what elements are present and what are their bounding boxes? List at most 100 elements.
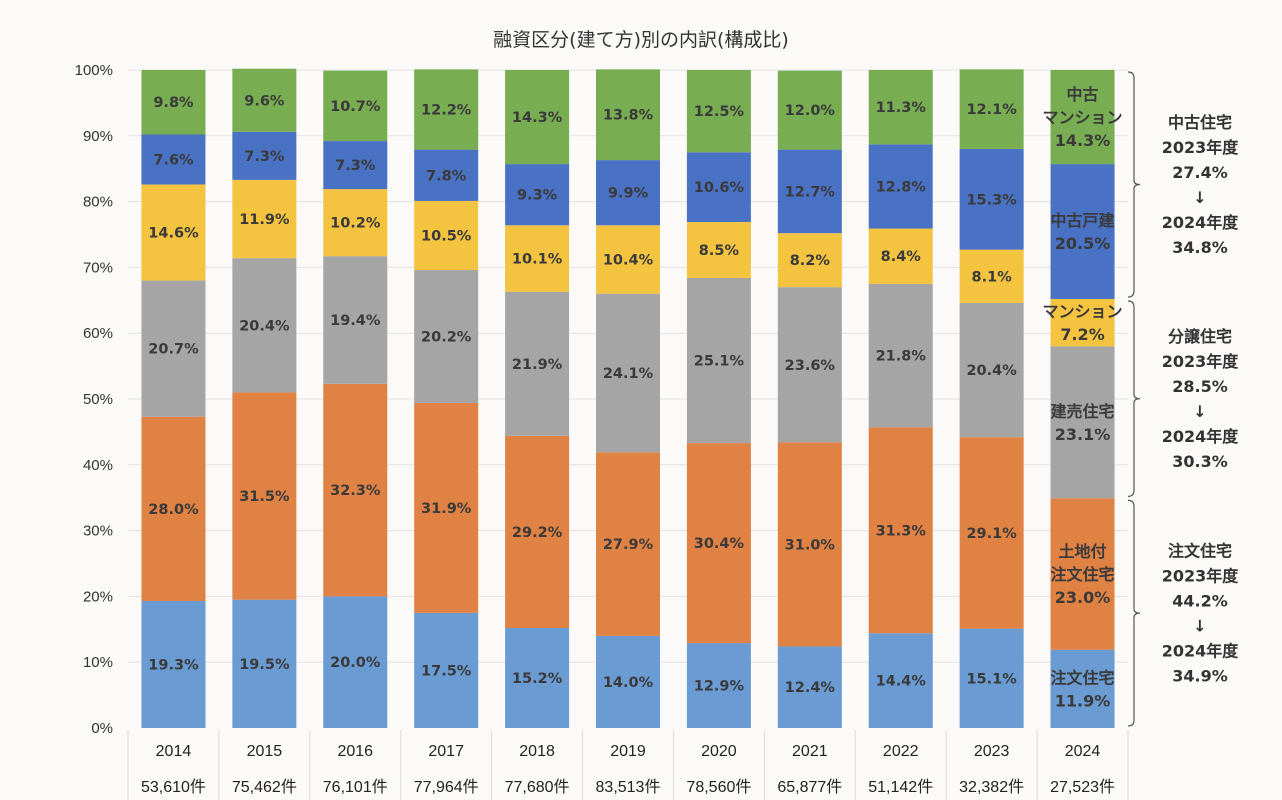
data-label: 17.5% (421, 663, 472, 679)
data-label: 11.9% (239, 212, 290, 228)
bar-segment (323, 596, 388, 728)
y-tick-label: 90% (83, 128, 113, 145)
group-annotation-text: 34.9% (1172, 667, 1228, 686)
data-label: 7.2% (1060, 325, 1104, 344)
data-label: 15.1% (966, 671, 1017, 687)
bar-segment (1050, 164, 1115, 299)
bar-segment (505, 435, 570, 628)
data-label: 14.6% (148, 226, 199, 242)
data-labels: 19.3% 28.0% 20.7% 14.6% 7.6% 9.8% 19.5% 31.5% 20… (148, 85, 1122, 710)
x-tick-label: 2019 (610, 743, 646, 760)
x-tick-label: 2017 (428, 743, 464, 760)
bar-segment (868, 633, 933, 728)
x-tick-label: 2023 (974, 743, 1010, 760)
bar-segment (232, 131, 297, 180)
bar-segment (1050, 298, 1115, 347)
data-label: 23.6% (785, 358, 836, 374)
bar-segment (959, 437, 1024, 629)
data-label: 9.9% (608, 186, 649, 202)
data-label: 12.0% (785, 103, 836, 119)
data-label: 13.8% (603, 108, 654, 124)
data-label: 31.0% (785, 537, 836, 553)
data-label: 14.4% (876, 674, 927, 690)
data-label: 10.6% (694, 180, 745, 196)
data-label: 20.5% (1055, 234, 1111, 253)
group-annotation-text: ↓ (1193, 188, 1206, 207)
bar-segment (323, 70, 388, 142)
bar-segment (323, 189, 388, 257)
data-label: 12.7% (785, 184, 836, 200)
data-label: 10.5% (421, 228, 472, 244)
group-annotation-text: 分譲住宅 (1168, 327, 1232, 346)
bar-segment (141, 134, 206, 185)
data-label: 21.9% (512, 357, 563, 373)
data-label: 10.1% (512, 252, 563, 268)
data-label: 19.4% (330, 313, 381, 329)
data-label: 20.0% (330, 655, 381, 671)
group-annotation-text: ↓ (1193, 617, 1206, 636)
x-tick-label: 2014 (156, 743, 192, 760)
chart-title: 融資区分(建て方)別の内訳(構成比) (493, 29, 789, 51)
bar-segment (323, 256, 388, 384)
group-annotation-text: 28.5% (1172, 377, 1228, 396)
data-label: 20.7% (148, 342, 199, 358)
group-annotation-text: 中古住宅 (1168, 113, 1232, 132)
x-count-label: 77,964件 (414, 778, 479, 796)
data-label: 中古 (1067, 85, 1099, 104)
bar-segment (959, 69, 1024, 149)
data-label: 14.3% (512, 110, 563, 126)
data-label: 19.3% (148, 658, 199, 674)
bar-segment (959, 628, 1024, 728)
bar-segment (686, 221, 751, 278)
group-brace (1127, 71, 1141, 298)
bar-segment (596, 452, 660, 636)
bar-segment (596, 293, 660, 453)
x-count-label: 83,513件 (596, 778, 661, 796)
bar-segment (414, 200, 479, 271)
x-count-label: 75,462件 (232, 778, 297, 796)
data-label: 19.5% (239, 657, 290, 673)
group-annotation-text: 44.2% (1172, 592, 1228, 611)
bar-segment (505, 291, 570, 436)
y-tick-label: 0% (91, 720, 113, 737)
x-tick-label: 2022 (883, 743, 919, 760)
bar-segment (868, 228, 933, 284)
data-label: 注文住宅 (1051, 565, 1115, 584)
data-label: 注文住宅 (1051, 668, 1115, 687)
data-label: 28.0% (148, 502, 199, 518)
data-label: 14.3% (1055, 131, 1111, 150)
data-label: 土地付 (1059, 542, 1107, 561)
group-annotation-text: 2024年度 (1162, 213, 1240, 232)
data-label: 7.3% (244, 149, 285, 165)
x-tick-label: 2021 (792, 743, 828, 760)
x-tick-label: 2016 (337, 743, 373, 760)
bar-segment (232, 68, 297, 132)
bar-segment (414, 612, 479, 728)
data-label: 8.2% (790, 253, 831, 269)
bar-segment (777, 646, 842, 728)
data-label: 29.2% (512, 525, 563, 541)
y-tick-label: 40% (83, 457, 113, 474)
bar-segment (777, 442, 842, 647)
data-label: 7.3% (335, 158, 376, 174)
bar-segment (1050, 498, 1115, 650)
bar-segment (1050, 346, 1115, 499)
data-label: 10.4% (603, 253, 654, 269)
x-tick-label: 2015 (247, 743, 283, 760)
data-label: 11.9% (1055, 691, 1111, 710)
group-brace (1127, 300, 1141, 497)
bar-segment (686, 643, 751, 728)
y-tick-label: 100% (75, 62, 113, 79)
group-annotation-text: 2023年度 (1162, 138, 1240, 157)
data-label: 32.3% (330, 483, 381, 499)
data-label: 7.8% (426, 168, 467, 184)
data-label: 10.7% (330, 99, 381, 115)
data-label: マンション (1043, 302, 1123, 321)
bar-segment (777, 149, 842, 234)
data-label: 9.8% (153, 95, 194, 111)
bar-segment (868, 427, 933, 634)
group-annotation-text: 注文住宅 (1168, 542, 1232, 561)
bars (141, 68, 1115, 728)
data-label: 11.3% (876, 100, 927, 116)
data-label: 29.1% (966, 526, 1017, 542)
